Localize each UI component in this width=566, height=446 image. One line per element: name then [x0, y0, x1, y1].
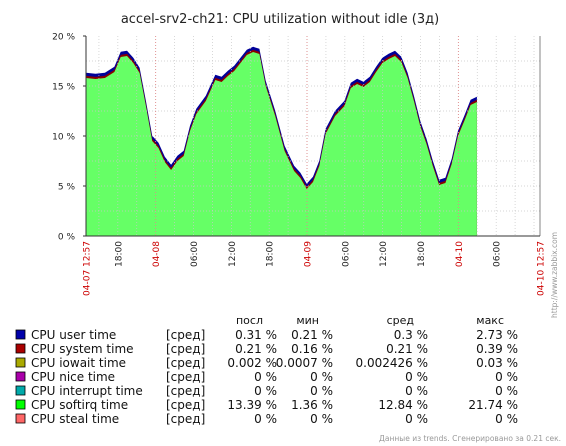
legend-value: 0 %	[310, 384, 333, 398]
legend-value: 21.74 %	[468, 398, 518, 412]
plot-area	[86, 36, 540, 237]
legend-series-name: CPU iowait time	[31, 356, 126, 370]
legend-swatch	[15, 385, 26, 396]
legend-value: 0.002 %	[227, 356, 277, 370]
legend-value: 0 %	[310, 412, 333, 426]
legend-swatch	[15, 357, 26, 368]
y-tick-label: 20 %	[52, 33, 75, 43]
x-tick-label: 04-10	[455, 241, 465, 267]
legend-swatch	[15, 343, 26, 354]
x-tick-label: 06:00	[341, 241, 351, 267]
chart-title: accel-srv2-ch21: CPU utilization without…	[121, 12, 439, 27]
legend-series-name: CPU softirq time	[31, 398, 128, 412]
series-softirq-area	[86, 52, 477, 236]
legend-aggregate: [сред]	[166, 356, 205, 370]
legend-value: 0.3 %	[394, 328, 428, 342]
legend-aggregate: [сред]	[166, 398, 205, 412]
legend-value: 0.16 %	[291, 342, 333, 356]
legend-value: 12.84 %	[378, 398, 428, 412]
legend-value: 0 %	[254, 370, 277, 384]
legend-value: 0.21 %	[235, 342, 277, 356]
legend-series-name: CPU system time	[31, 342, 134, 356]
legend-value: 13.39 %	[227, 398, 277, 412]
x-tick-label: 04-09	[304, 241, 314, 267]
legend-value: 0 %	[495, 412, 518, 426]
legend-value: 0.21 %	[386, 342, 428, 356]
legend-swatch	[15, 329, 26, 340]
x-tick-label: 18:00	[417, 241, 427, 267]
x-tick-label: 04-08	[152, 241, 162, 267]
legend-series-name: CPU interrupt time	[31, 384, 143, 398]
footer-note: Данные из trends. Сгенерировано за 0.21 …	[379, 434, 561, 443]
legend-value: 0.31 %	[235, 328, 277, 342]
legend-column-header: мин	[296, 314, 319, 327]
legend-value: 0.39 %	[476, 342, 518, 356]
x-tick-label: 18:00	[114, 241, 124, 267]
legend-aggregate: [сред]	[166, 412, 205, 426]
legend-series-name: CPU user time	[31, 328, 116, 342]
legend-value: 0.002426 %	[356, 356, 428, 370]
legend-swatch	[15, 413, 26, 424]
x-tick-label: 12:00	[379, 241, 389, 267]
legend-value: 0.21 %	[291, 328, 333, 342]
legend-value: 0 %	[254, 412, 277, 426]
legend-aggregate: [сред]	[166, 370, 205, 384]
y-tick-label: 10 %	[52, 133, 75, 143]
legend-value: 0 %	[405, 412, 428, 426]
legend-column-header: посл	[236, 314, 263, 327]
y-tick-label: 5 %	[58, 183, 76, 193]
legend-swatch	[15, 371, 26, 382]
legend-aggregate: [сред]	[166, 328, 205, 342]
y-tick-label: 0 %	[58, 233, 76, 243]
watermark: http://www.zabbix.com	[550, 232, 559, 318]
legend-value: 0 %	[405, 384, 428, 398]
x-tick-label: 06:00	[190, 241, 200, 267]
legend-aggregate: [сред]	[166, 342, 205, 356]
legend-value: 0.03 %	[476, 356, 518, 370]
legend-value: 0 %	[254, 384, 277, 398]
axes: 20 % 15 % 10 % 5 % 0 % 04-07 12:57 18:00 04-08 0…	[52, 33, 546, 296]
legend-value: 0 %	[310, 370, 333, 384]
legend-value: 2.73 %	[476, 328, 518, 342]
legend-aggregate: [сред]	[166, 384, 205, 398]
legend-series-name: CPU nice time	[31, 370, 115, 384]
legend: посл мин сред макс CPU user time [сред] 0.31 %…	[15, 314, 518, 426]
legend-swatch	[15, 399, 26, 410]
y-tick-label: 15 %	[52, 83, 75, 93]
legend-value: 0 %	[405, 370, 428, 384]
legend-column-header: сред	[387, 314, 415, 327]
x-tick-label: 04-10 12:57	[537, 241, 547, 296]
legend-value: 0.0007 %	[276, 356, 333, 370]
x-tick-label: 12:00	[228, 241, 238, 267]
legend-value: 1.36 %	[291, 398, 333, 412]
legend-series-name: CPU steal time	[31, 412, 119, 426]
x-tick-label: 06:00	[493, 241, 503, 267]
x-tick-label: 18:00	[266, 241, 276, 267]
legend-column-header: макс	[476, 314, 504, 327]
legend-value: 0 %	[495, 384, 518, 398]
legend-value: 0 %	[495, 370, 518, 384]
x-tick-label: 04-07 12:57	[83, 241, 93, 296]
